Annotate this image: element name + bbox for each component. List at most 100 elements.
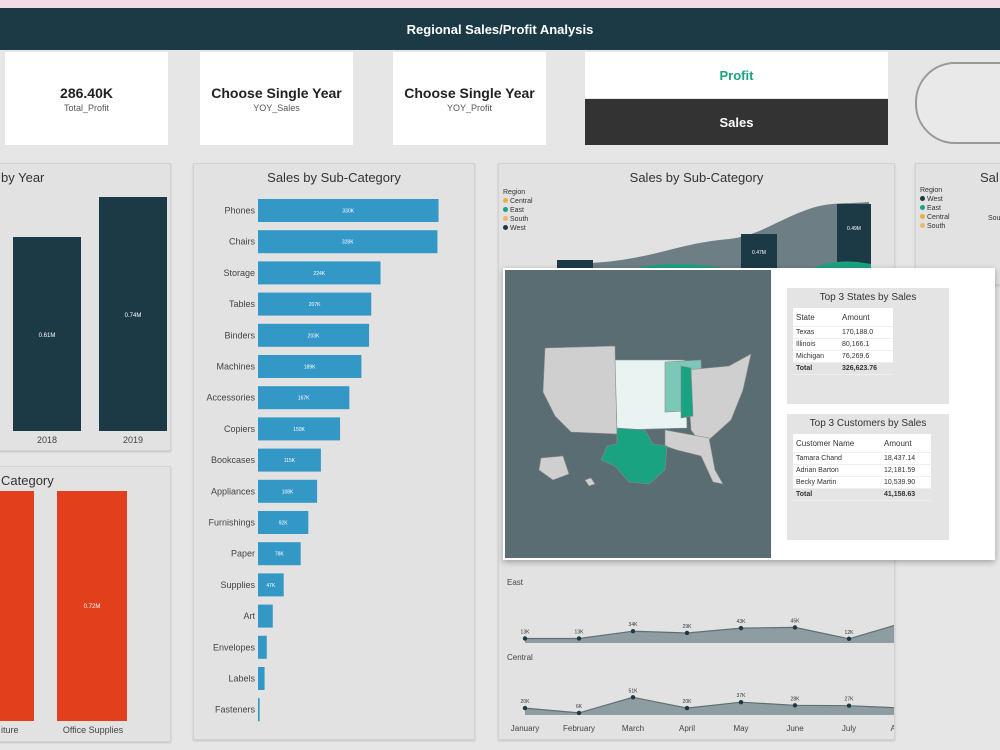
- ribbon-bar-label: 0.49M: [847, 226, 861, 232]
- top-states-title: Top 3 States by Sales: [819, 292, 917, 303]
- subcategory-bar[interactable]: [258, 199, 439, 222]
- monthly-point[interactable]: [792, 625, 798, 630]
- subcategory-tick-label: Binders: [224, 330, 255, 340]
- year-bar-label-2018: 0.61M: [39, 333, 56, 339]
- top-states-box: Top 3 States by Sales State Amount Texas…: [787, 288, 949, 404]
- monthly-point[interactable]: [576, 636, 582, 641]
- category-bar-furniture[interactable]: [0, 491, 34, 721]
- monthly-point[interactable]: [738, 625, 744, 631]
- legend-dot-icon: [920, 223, 925, 228]
- subcategory-data-label: 224K: [313, 271, 325, 277]
- subcategory-tick-label: Paper: [231, 549, 255, 559]
- us-map-alaska[interactable]: [538, 455, 570, 481]
- legend-item-central[interactable]: Central: [503, 197, 533, 206]
- right-region-legend: Region West East Central South: [920, 186, 950, 231]
- us-map-hawaii[interactable]: [584, 477, 596, 487]
- monthly-area: [525, 625, 894, 643]
- panel-title: Category: [1, 473, 54, 488]
- legend-title: Region: [503, 189, 526, 196]
- subcategory-bar[interactable]: [258, 479, 318, 503]
- subcategory-bar[interactable]: [258, 635, 267, 659]
- monthly-data-label: 43K: [737, 619, 747, 625]
- us-map-texas[interactable]: [600, 427, 668, 485]
- subcategory-bar[interactable]: [258, 230, 438, 254]
- column-header[interactable]: Amount: [884, 438, 912, 448]
- legend-dot-icon: [503, 216, 508, 221]
- legend-item-west[interactable]: West: [503, 224, 533, 233]
- top-customers-table: Customer Name Amount Tamara Chand 18,437.…: [793, 434, 931, 501]
- monthly-data-label: 34K: [629, 622, 639, 628]
- legend-title: Region: [920, 187, 943, 194]
- subcategory-bar[interactable]: [258, 261, 381, 285]
- column-header[interactable]: Amount: [842, 312, 870, 322]
- legend-item-south[interactable]: South: [503, 215, 533, 224]
- month-tick-label: July: [842, 724, 856, 733]
- category-bar-office-supplies[interactable]: [57, 491, 127, 721]
- column-header[interactable]: State: [796, 312, 815, 322]
- monthly-point[interactable]: [684, 630, 690, 636]
- category-bar-label: 0.72M: [84, 604, 101, 610]
- table-header: Customer Name Amount: [793, 434, 931, 453]
- right-panel-note: Sou: [988, 215, 1000, 222]
- monthly-point[interactable]: [630, 695, 636, 700]
- monthly-point[interactable]: [522, 636, 528, 641]
- legend-item-central[interactable]: Central: [920, 213, 950, 222]
- column-header[interactable]: Customer Name: [796, 438, 855, 448]
- subcategory-tick-label: Chairs: [229, 237, 256, 247]
- subcategory-tick-label: Envelopes: [213, 642, 256, 652]
- subcategory-bar[interactable]: [258, 573, 284, 597]
- legend-dot-icon: [503, 207, 508, 212]
- subcategory-bar[interactable]: [258, 355, 362, 378]
- legend-item-west[interactable]: West: [920, 195, 950, 204]
- subcategory-bar[interactable]: [258, 292, 372, 316]
- monthly-point[interactable]: [684, 705, 690, 711]
- sales-toggle-button[interactable]: Sales: [585, 99, 888, 145]
- monthly-data-label: 51K: [629, 688, 639, 694]
- subcategory-bar[interactable]: [258, 667, 265, 690]
- monthly-point[interactable]: [792, 703, 798, 708]
- subcategory-tick-label: Storage: [223, 268, 255, 278]
- top-customers-box: Top 3 Customers by Sales Customer Name A…: [787, 414, 949, 540]
- legend-item-south[interactable]: South: [920, 222, 950, 231]
- top-accent-strip: [0, 0, 1000, 8]
- table-total-row: Total 326,623.76: [793, 363, 893, 375]
- subcategory-bar[interactable]: [258, 604, 273, 628]
- legend-item-east[interactable]: East: [920, 204, 950, 213]
- subcategory-bar[interactable]: [258, 448, 321, 472]
- us-map-southeast-states[interactable]: [664, 429, 724, 485]
- ribbon-bar[interactable]: [557, 260, 593, 270]
- monthly-area-chart: 13K13K34K29K43K45K12K58K127K20K6K51K20K3…: [511, 618, 894, 733]
- monthly-data-label: 6K: [576, 704, 583, 710]
- year-bar-2018[interactable]: [13, 237, 81, 431]
- sales-by-category-panel: Category 0.72M iture Office Supplies: [0, 466, 171, 742]
- month-tick-label: August: [891, 724, 894, 733]
- monthly-point[interactable]: [522, 705, 528, 711]
- monthly-point[interactable]: [630, 629, 636, 634]
- monthly-data-label: 13K: [575, 630, 585, 636]
- subcategory-tick-label: Fasteners: [215, 705, 256, 715]
- us-map-west-region[interactable]: [542, 345, 618, 435]
- monthly-point[interactable]: [576, 710, 582, 716]
- monthly-data-label: 27K: [845, 697, 855, 703]
- monthly-point[interactable]: [846, 703, 852, 708]
- ribbon-bar[interactable]: [741, 234, 777, 270]
- monthly-data-label: 12K: [845, 630, 855, 636]
- monthly-point[interactable]: [846, 636, 852, 642]
- subcategory-bar[interactable]: [258, 511, 309, 534]
- year-bar-2019[interactable]: [99, 197, 167, 431]
- slicer-pill-button[interactable]: [915, 62, 1000, 144]
- subcategory-bar[interactable]: [258, 698, 260, 722]
- page-title: Regional Sales/Profit Analysis: [0, 8, 1000, 50]
- subcategory-bar[interactable]: [258, 417, 341, 441]
- ribbon-bar[interactable]: [837, 204, 871, 270]
- profit-toggle-button[interactable]: Profit: [585, 52, 888, 98]
- subcategory-bar[interactable]: [258, 323, 370, 347]
- subcategory-data-label: 189K: [304, 365, 316, 371]
- subcategory-bar[interactable]: [258, 542, 301, 566]
- monthly-point[interactable]: [738, 699, 744, 705]
- legend-item-east[interactable]: East: [503, 206, 533, 215]
- us-map-illinois[interactable]: [680, 365, 694, 419]
- subcategory-bar[interactable]: [258, 386, 350, 410]
- table-row: Adrian Barton 12,181.59: [793, 465, 931, 477]
- subcategory-tick-label: Furnishings: [208, 518, 255, 528]
